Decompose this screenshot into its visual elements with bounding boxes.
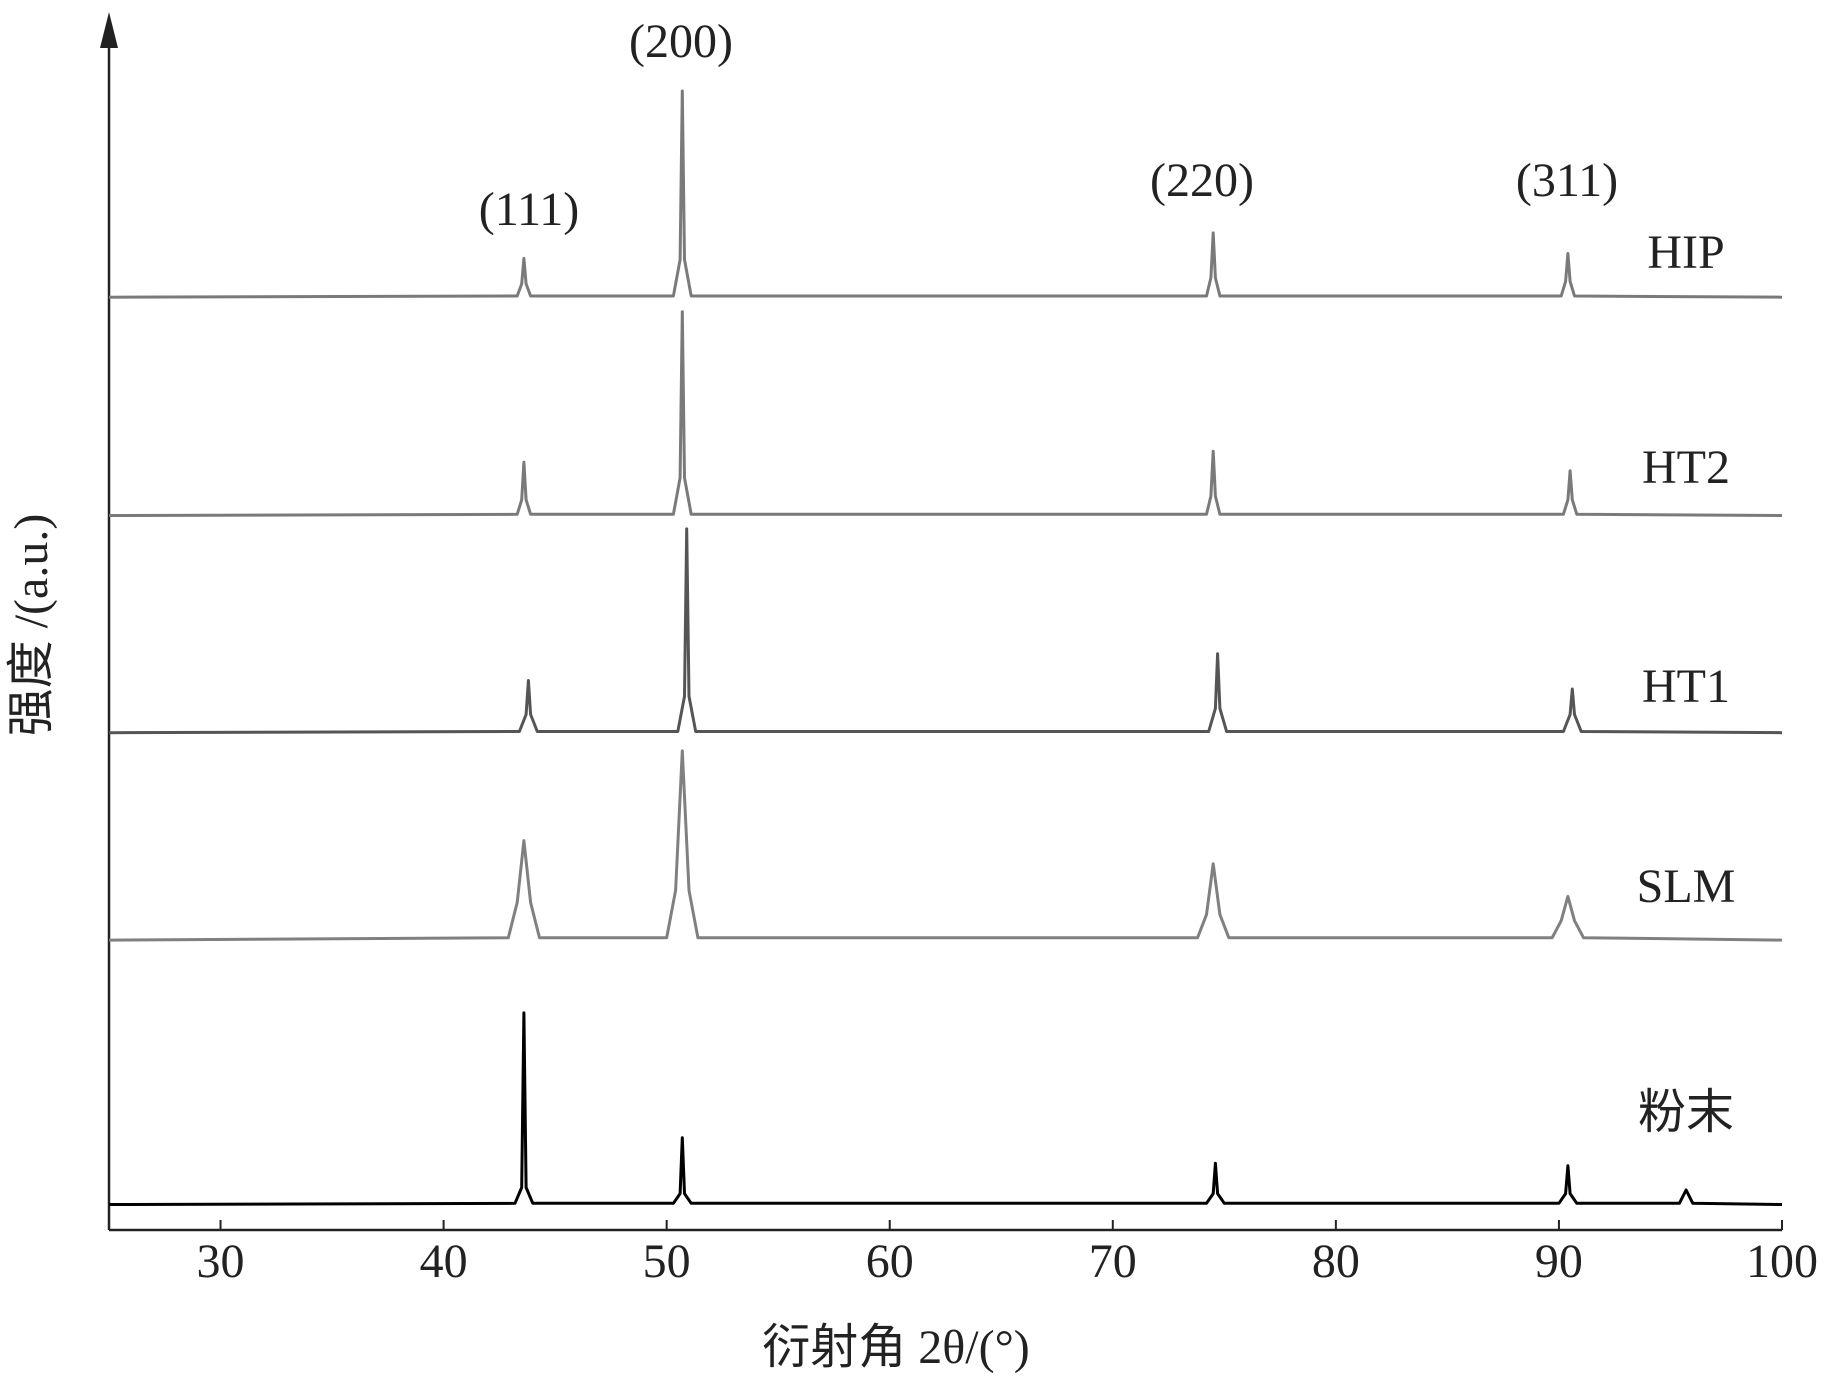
peak-annotation: (200) bbox=[629, 15, 733, 68]
x-axis-label: 衍射角 2θ/(°) bbox=[762, 1321, 1030, 1374]
y-axis-arrow bbox=[100, 12, 118, 48]
xrd-trace bbox=[108, 89, 1783, 299]
xrd-trace bbox=[108, 749, 1783, 942]
series-label: 粉末 bbox=[1638, 1086, 1734, 1139]
series-label: HIP bbox=[1647, 226, 1724, 279]
x-tick-label: 100 bbox=[1746, 1235, 1818, 1288]
y-axis-label: 强度 /(a.u.) bbox=[5, 514, 58, 737]
xrd-trace bbox=[108, 1011, 1783, 1206]
series-label: HT2 bbox=[1642, 441, 1730, 494]
xrd-trace bbox=[108, 310, 1783, 517]
x-tick-label: 50 bbox=[643, 1235, 691, 1288]
peak-annotation: (111) bbox=[479, 183, 579, 236]
peak-annotation: (311) bbox=[1516, 154, 1618, 207]
x-tick-label: 90 bbox=[1535, 1235, 1583, 1288]
x-tick-label: 70 bbox=[1089, 1235, 1137, 1288]
peak-annotation: (220) bbox=[1150, 154, 1254, 207]
series-label: HT1 bbox=[1642, 660, 1730, 713]
x-tick-label: 60 bbox=[866, 1235, 914, 1288]
x-tick-label: 80 bbox=[1312, 1235, 1360, 1288]
x-tick-label: 40 bbox=[420, 1235, 468, 1288]
x-tick-label: 30 bbox=[197, 1235, 245, 1288]
xrd-trace bbox=[108, 527, 1783, 735]
series-label: SLM bbox=[1637, 860, 1736, 913]
